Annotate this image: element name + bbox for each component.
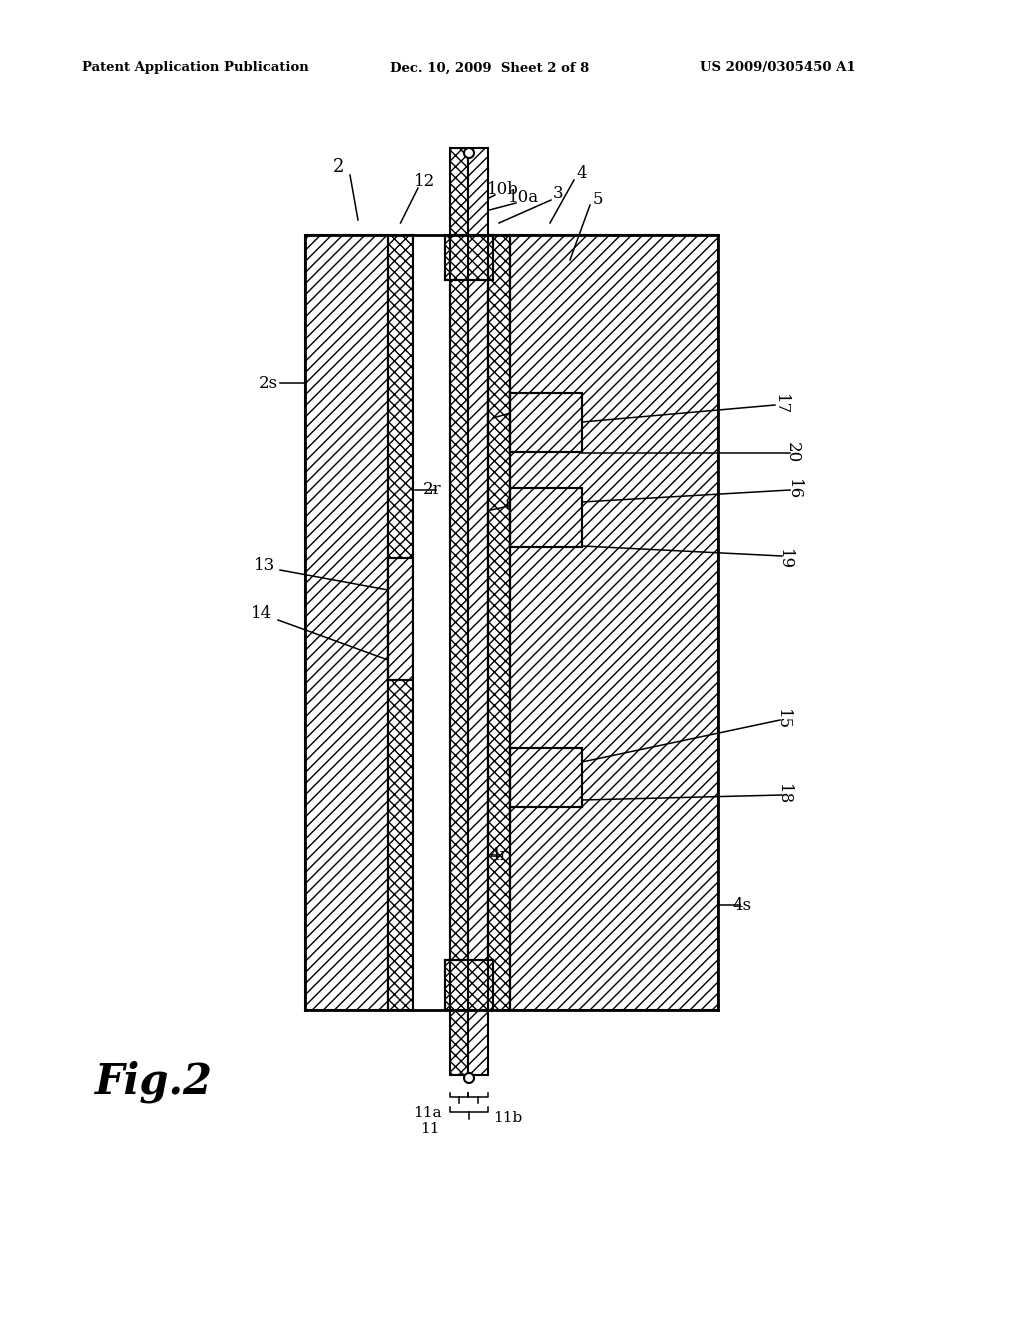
Bar [450, 1010, 468, 1074]
Text: 10b: 10b [487, 181, 519, 198]
Text: 9: 9 [524, 400, 536, 417]
Text: US 2009/0305450 A1: US 2009/0305450 A1 [700, 62, 856, 74]
Text: 8: 8 [505, 498, 515, 515]
Bar [510, 748, 582, 807]
Text: 4s: 4s [732, 896, 752, 913]
Bar [450, 148, 468, 235]
Bar [510, 393, 582, 451]
Text: Patent Application Publication: Patent Application Publication [82, 62, 309, 74]
Bar [450, 235, 468, 1010]
Bar [468, 235, 488, 1010]
Text: 4r: 4r [489, 846, 508, 863]
Bar [510, 235, 718, 1010]
Text: 11: 11 [421, 1122, 440, 1137]
Bar [488, 235, 510, 1010]
Bar [510, 393, 582, 451]
Text: 17: 17 [771, 395, 788, 416]
Bar [305, 235, 388, 1010]
Text: 2s: 2s [258, 375, 278, 392]
Text: 4: 4 [577, 165, 588, 182]
Bar [388, 558, 413, 680]
Text: 10: 10 [470, 164, 492, 181]
Text: 2: 2 [333, 158, 344, 176]
Text: 5: 5 [593, 190, 603, 207]
Bar [388, 558, 413, 680]
Bar [468, 1010, 488, 1074]
Bar [388, 235, 413, 1010]
Text: 16: 16 [784, 479, 802, 500]
Text: 10a: 10a [509, 190, 540, 206]
Circle shape [464, 1073, 474, 1082]
Text: 19: 19 [775, 549, 793, 570]
Circle shape [464, 148, 474, 158]
Bar [468, 148, 488, 235]
Bar [413, 235, 450, 1010]
Bar [510, 748, 582, 807]
Text: 15: 15 [773, 709, 791, 730]
Text: Dec. 10, 2009  Sheet 2 of 8: Dec. 10, 2009 Sheet 2 of 8 [390, 62, 589, 74]
Text: 2r: 2r [423, 482, 441, 499]
Text: 3: 3 [553, 186, 563, 202]
Bar [510, 488, 582, 546]
Text: 7: 7 [429, 610, 439, 627]
Text: 14: 14 [251, 606, 272, 623]
Bar [445, 235, 493, 280]
Text: 13: 13 [254, 557, 275, 574]
Text: 12: 12 [415, 173, 435, 190]
Text: Fig.2: Fig.2 [95, 1061, 213, 1104]
Text: 11a: 11a [414, 1106, 442, 1119]
Bar [413, 558, 450, 700]
Text: 18: 18 [774, 784, 792, 805]
Text: 20: 20 [783, 442, 801, 463]
Bar [510, 488, 582, 546]
Bar [445, 960, 493, 1010]
Text: 11b: 11b [493, 1111, 522, 1125]
